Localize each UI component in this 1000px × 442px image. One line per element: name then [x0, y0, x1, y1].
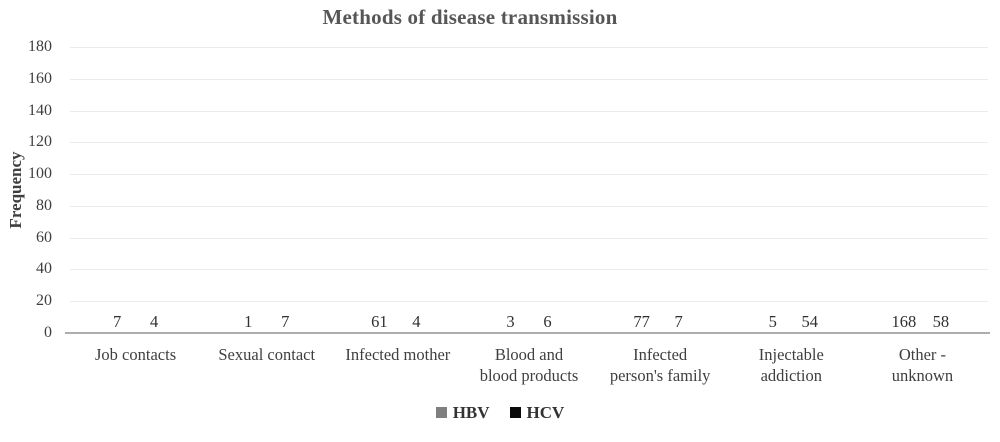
bar-group: 5 54: [726, 47, 857, 333]
y-tick-label-120: 120: [28, 133, 52, 151]
bar-groups: 7 4 1 7 61 4 3 6 77 7 5 54 168 58: [70, 47, 988, 333]
y-tick-label-180: 180: [28, 38, 52, 55]
y-tick-label-0: 0: [44, 324, 52, 341]
gridline-180: [70, 47, 988, 48]
data-label: 4: [412, 311, 421, 331]
bar-wrap-hcv: 7: [664, 311, 693, 334]
bar-wrap-hbv: 1: [234, 311, 263, 334]
legend: HBV HCV: [0, 404, 1000, 421]
bar-wrap-hcv: 7: [271, 311, 300, 334]
chart-title: Methods of disease transmission: [322, 5, 618, 29]
bar-wrap-hcv: 54: [795, 311, 824, 334]
plot-area: 7 4 1 7 61 4 3 6 77 7 5 54 168 58: [65, 47, 990, 334]
data-label: 61: [371, 311, 388, 331]
bar-group: 77 7: [595, 47, 726, 333]
data-label: 7: [112, 311, 122, 331]
y-tick-label-40: 40: [36, 260, 52, 278]
x-axis-label: Job contacts: [95, 345, 177, 364]
bar-wrap-hbv: 77: [627, 311, 656, 334]
gridline-100: [70, 174, 988, 176]
gridline-40: [70, 269, 988, 271]
data-label: 77: [633, 311, 650, 331]
x-axis-label: Blood and blood products: [479, 345, 579, 385]
x-axis-label: Sexual contact: [218, 345, 316, 364]
data-label: 58: [932, 311, 950, 331]
data-label: 54: [801, 311, 819, 331]
legend-label: HBV: [452, 403, 490, 422]
bar-wrap-hbv: 168: [889, 311, 918, 334]
y-tick-label-20: 20: [36, 292, 52, 310]
data-label: 6: [543, 311, 552, 331]
x-axis-label: Other - unknown: [891, 345, 954, 385]
x-axis-labels: Job contacts Sexual contact Infected mothe…: [70, 344, 988, 386]
bar-wrap-hbv: 7: [103, 311, 132, 334]
gridline-120: [70, 142, 988, 144]
data-label: 5: [768, 311, 777, 331]
legend-item-hcv: HCV: [509, 403, 565, 422]
gridline-140: [70, 110, 988, 112]
bar-wrap-hcv: 6: [533, 311, 562, 334]
y-tick-label-140: 140: [28, 101, 52, 119]
legend-swatch-icon: [435, 407, 447, 418]
bar-group: 61 4: [332, 47, 463, 333]
x-axis-label: Injectable addiction: [758, 345, 824, 385]
x-axis-label: Infected person's family: [609, 345, 711, 385]
data-label: 4: [149, 311, 159, 331]
bar-wrap-hcv: 58: [926, 311, 955, 334]
data-label: 168: [891, 311, 917, 331]
y-tick-label-100: 100: [28, 165, 52, 183]
x-axis-label: Infected mother: [345, 345, 451, 364]
gridline-60: [70, 237, 988, 239]
y-tick-label-80: 80: [36, 196, 52, 214]
data-label: 7: [674, 311, 683, 331]
y-tick-label-60: 60: [36, 228, 52, 246]
data-label: 3: [506, 311, 515, 331]
legend-item-hbv: HBV: [435, 403, 490, 422]
bar-wrap-hcv: 4: [140, 311, 169, 334]
gridline-160: [70, 78, 988, 80]
gridline-20: [70, 301, 988, 303]
bar-group: 168 58: [857, 47, 988, 333]
y-tick-label-160: 160: [28, 69, 52, 87]
bar-wrap-hcv: 4: [402, 311, 431, 334]
gridline-80: [70, 205, 988, 207]
y-axis-tick-labels: 0 20 40 60 80 100 120 140 160 180: [0, 38, 60, 341]
bar-wrap-hbv: 3: [496, 311, 525, 334]
bar-wrap-hbv: 5: [758, 311, 787, 334]
data-label: 1: [244, 311, 253, 331]
legend-label: HCV: [526, 403, 565, 422]
bar-wrap-hbv: 61: [365, 311, 394, 334]
legend-swatch-icon: [509, 407, 521, 418]
x-axis-line: [65, 332, 990, 334]
data-label: 7: [281, 311, 290, 331]
